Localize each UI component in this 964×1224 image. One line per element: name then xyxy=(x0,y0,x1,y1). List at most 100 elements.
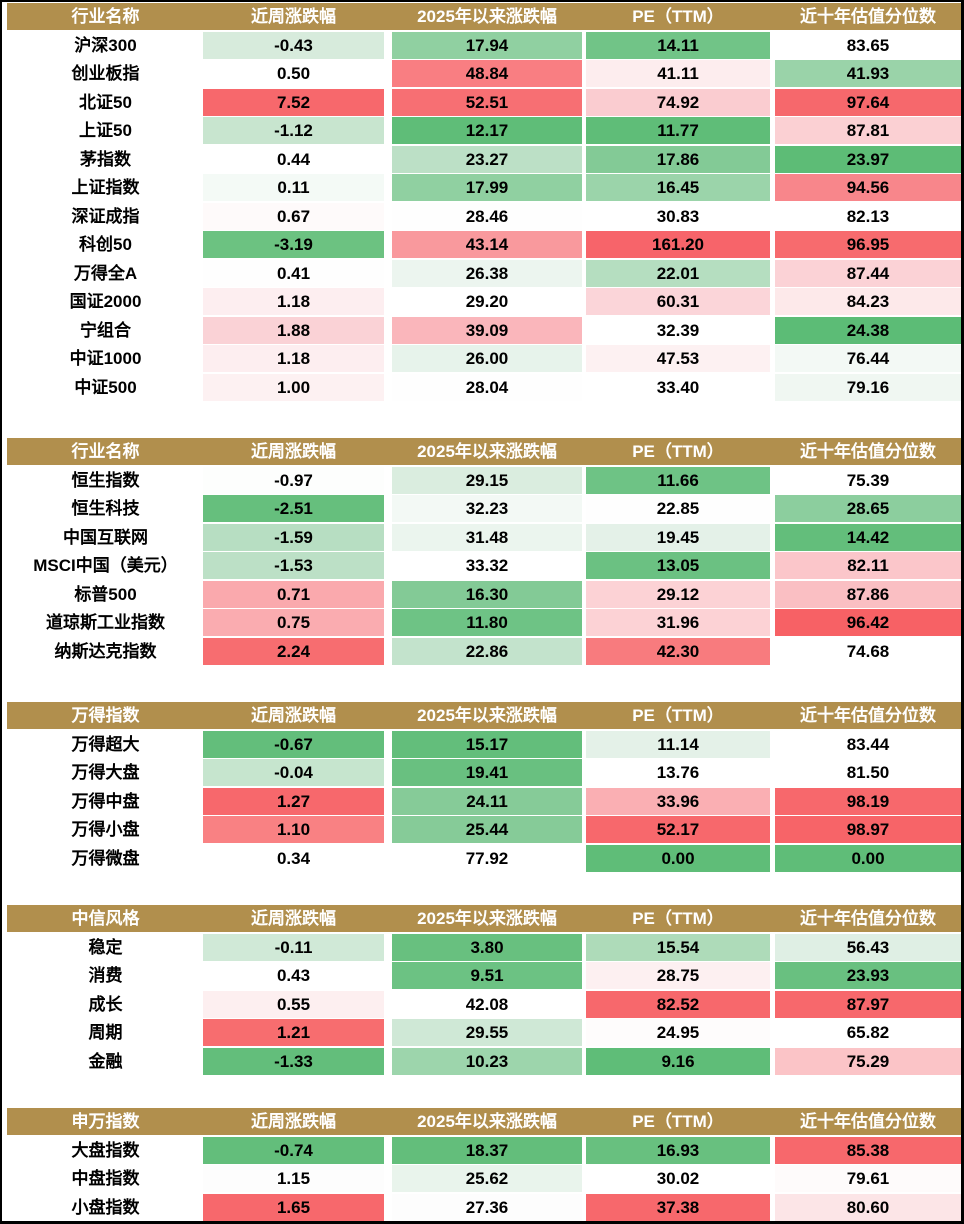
table-row: 万得全A 0.41 26.38 22.01 87.44 xyxy=(3,259,961,287)
value-cell: 75.39 xyxy=(775,466,961,494)
index-name-cell: 万得超大 xyxy=(71,734,140,754)
value-cell: 30.02 xyxy=(586,1165,770,1192)
value-cell: 0.55 xyxy=(203,990,384,1018)
value-cell: 33.96 xyxy=(586,787,770,815)
index-name-cell: 科创50 xyxy=(79,235,132,254)
valuation-table-2: 行业名称 近周涨跌幅 2025年以来涨跌幅 PE（TTM） 近十年估值分位数 恒生指数 -0… xyxy=(3,438,961,666)
table-row: 万得超大 -0.67 15.17 11.14 83.44 xyxy=(3,730,961,758)
value-column-header: 2025年以来涨跌幅 xyxy=(417,7,557,26)
name-column-header: 万得指数 xyxy=(71,706,140,725)
value-cell: 74.92 xyxy=(586,88,770,116)
value-cell: 74.68 xyxy=(775,637,961,665)
value-cell: 0.41 xyxy=(203,259,384,287)
value-cell: 60.31 xyxy=(586,288,770,315)
index-name-cell: 中证500 xyxy=(74,377,137,397)
value-cell: 82.52 xyxy=(586,990,770,1018)
value-cell: 28.75 xyxy=(586,962,770,989)
table-row: 创业板指 0.50 48.84 41.11 41.93 xyxy=(3,60,961,87)
name-column-header: 中信风格 xyxy=(71,909,140,928)
valuation-table-5: 申万指数 近周涨跌幅 2025年以来涨跌幅 PE（TTM） 近十年估值分位数 大盘指数 -0… xyxy=(3,1108,961,1222)
value-cell: 15.54 xyxy=(586,933,770,961)
value-cell: 9.16 xyxy=(586,1047,770,1075)
value-cell: 1.15 xyxy=(203,1165,384,1192)
value-cell: 10.23 xyxy=(392,1047,582,1075)
value-cell: 23.93 xyxy=(775,962,961,989)
value-column-header: 近周涨跌幅 xyxy=(251,706,336,725)
table-row: 恒生指数 -0.97 29.15 11.66 75.39 xyxy=(3,466,961,494)
value-cell: 26.38 xyxy=(392,259,582,287)
index-name-cell: 上证指数 xyxy=(71,178,140,197)
value-cell: 28.65 xyxy=(775,495,961,522)
value-cell: 0.11 xyxy=(203,174,384,201)
value-cell: 52.17 xyxy=(586,816,770,843)
value-cell: 77.92 xyxy=(392,844,582,872)
table-row: 万得大盘 -0.04 19.41 13.76 81.50 xyxy=(3,759,961,786)
index-name-cell: 万得微盘 xyxy=(71,848,140,868)
value-cell: 11.66 xyxy=(586,466,770,494)
table-row: 标普500 0.71 16.30 29.12 87.86 xyxy=(3,580,961,608)
value-column-header: PE（TTM） xyxy=(632,706,724,725)
value-cell: 28.46 xyxy=(392,202,582,230)
value-cell: 161.20 xyxy=(586,231,770,258)
value-cell: -1.59 xyxy=(203,523,384,551)
value-cell: 23.97 xyxy=(775,145,961,173)
value-cell: 1.18 xyxy=(203,345,384,372)
value-cell: 13.05 xyxy=(586,552,770,579)
table-row: 上证指数 0.11 17.99 16.45 94.56 xyxy=(3,174,961,201)
value-column-header: PE（TTM） xyxy=(632,1112,724,1131)
value-cell: 16.30 xyxy=(392,580,582,608)
value-cell: 24.11 xyxy=(392,787,582,815)
value-cell: 96.95 xyxy=(775,231,961,258)
value-cell: 9.51 xyxy=(392,962,582,989)
value-cell: -0.04 xyxy=(203,759,384,786)
table-header-row: 万得指数 近周涨跌幅 2025年以来涨跌幅 PE（TTM） 近十年估值分位数 xyxy=(7,702,961,729)
value-cell: 82.13 xyxy=(775,202,961,230)
name-column-header: 行业名称 xyxy=(71,7,140,26)
table-row: 稳定 -0.11 3.80 15.54 56.43 xyxy=(3,933,961,961)
value-cell: 15.17 xyxy=(392,730,582,758)
table-row: 金融 -1.33 10.23 9.16 75.29 xyxy=(3,1047,961,1075)
value-cell: 87.97 xyxy=(775,990,961,1018)
value-cell: 0.00 xyxy=(586,844,770,872)
index-name-cell: 宁组合 xyxy=(80,320,131,340)
name-column-header: 申万指数 xyxy=(71,1112,140,1131)
table-header-row: 行业名称 近周涨跌幅 2025年以来涨跌幅 PE（TTM） 近十年估值分位数 xyxy=(7,438,961,465)
value-cell: 39.09 xyxy=(392,316,582,344)
value-cell: 1.10 xyxy=(203,816,384,843)
value-cell: 11.77 xyxy=(586,117,770,144)
value-cell: -0.11 xyxy=(203,933,384,961)
value-cell: 42.30 xyxy=(586,637,770,665)
index-name-cell: 国证2000 xyxy=(69,292,142,311)
value-column-header: 近周涨跌幅 xyxy=(251,909,336,928)
value-cell: 98.97 xyxy=(775,816,961,843)
value-cell: 33.32 xyxy=(392,552,582,579)
table-row: 深证成指 0.67 28.46 30.83 82.13 xyxy=(3,202,961,230)
value-column-header: 近十年估值分位数 xyxy=(800,706,936,725)
table-row: 万得中盘 1.27 24.11 33.96 98.19 xyxy=(3,787,961,815)
table-header-row: 申万指数 近周涨跌幅 2025年以来涨跌幅 PE（TTM） 近十年估值分位数 xyxy=(7,1108,961,1135)
table-row: MSCI中国（美元） -1.53 33.32 13.05 82.11 xyxy=(3,552,961,579)
value-cell: 87.44 xyxy=(775,259,961,287)
value-cell: 0.71 xyxy=(203,580,384,608)
value-cell: 7.52 xyxy=(203,88,384,116)
index-name-cell: 中国互联网 xyxy=(63,527,148,547)
value-cell: 0.00 xyxy=(775,844,961,872)
value-cell: 14.42 xyxy=(775,523,961,551)
index-name-cell: 中证1000 xyxy=(69,349,142,368)
value-cell: 0.50 xyxy=(203,60,384,87)
value-cell: 18.37 xyxy=(392,1136,582,1164)
table-row: 恒生科技 -2.51 32.23 22.85 28.65 xyxy=(3,495,961,522)
value-cell: 0.44 xyxy=(203,145,384,173)
index-name-cell: 沪深300 xyxy=(74,35,137,55)
value-cell: 0.43 xyxy=(203,962,384,989)
value-cell: 32.39 xyxy=(586,316,770,344)
value-cell: 94.56 xyxy=(775,174,961,201)
index-name-cell: 深证成指 xyxy=(71,206,140,226)
value-column-header: 近十年估值分位数 xyxy=(800,1112,936,1131)
value-column-header: 近十年估值分位数 xyxy=(800,7,936,26)
value-cell: 11.80 xyxy=(392,609,582,636)
value-cell: 48.84 xyxy=(392,60,582,87)
valuation-table-3: 万得指数 近周涨跌幅 2025年以来涨跌幅 PE（TTM） 近十年估值分位数 万得超大 -0… xyxy=(3,702,961,873)
left-border xyxy=(0,0,2,1224)
value-cell: -3.19 xyxy=(203,231,384,258)
